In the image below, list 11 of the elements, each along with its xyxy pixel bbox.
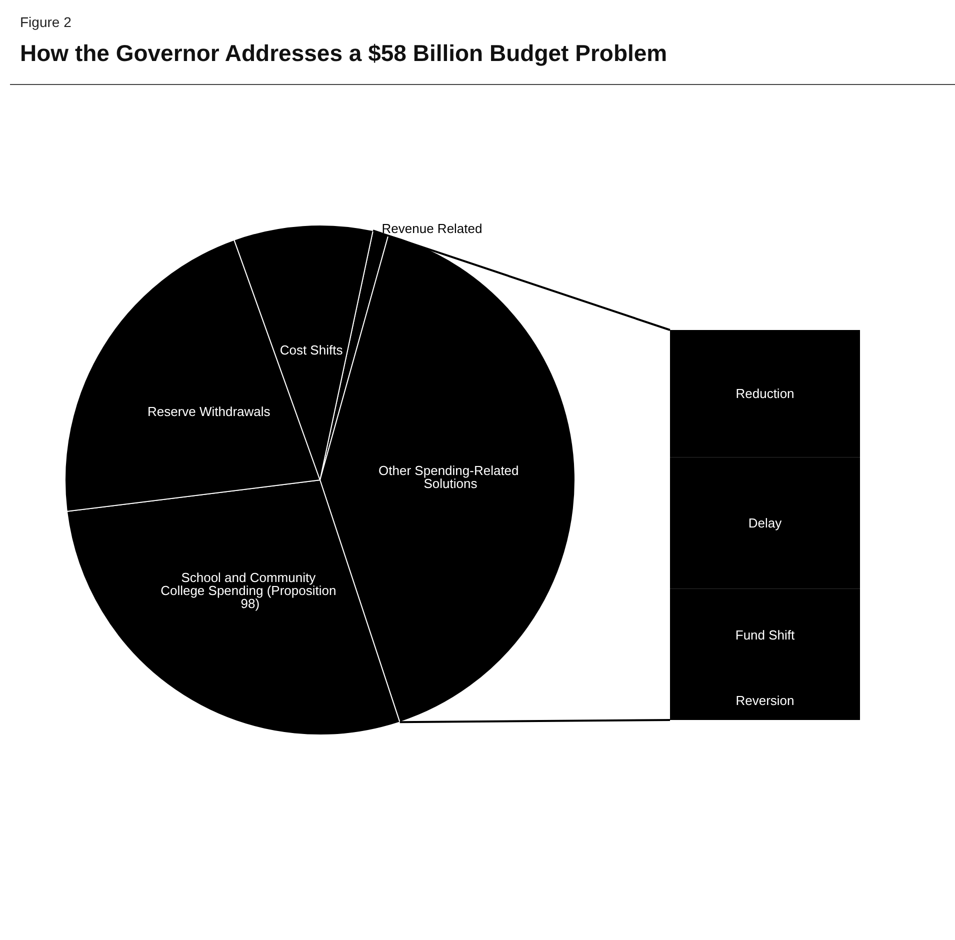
slice-label: Cost Shifts — [280, 342, 344, 358]
slice-label: Revenue Related — [382, 220, 482, 236]
slice-label: Other Spending-Related Solutions — [378, 462, 522, 491]
chart-title: How the Governor Addresses a $58 Billion Budget Problem — [20, 40, 668, 67]
series-label: Reduction — [736, 386, 794, 402]
caption: Figure 2 — [20, 14, 72, 30]
series-label: Delay — [748, 515, 782, 530]
series-label: Fund Shift — [735, 627, 796, 642]
slice-label: Reserve Withdrawals — [147, 404, 271, 420]
series-label: Reversion — [736, 693, 794, 708]
slice-label: School and Community College Spending (Proposition 98) — [160, 570, 340, 611]
